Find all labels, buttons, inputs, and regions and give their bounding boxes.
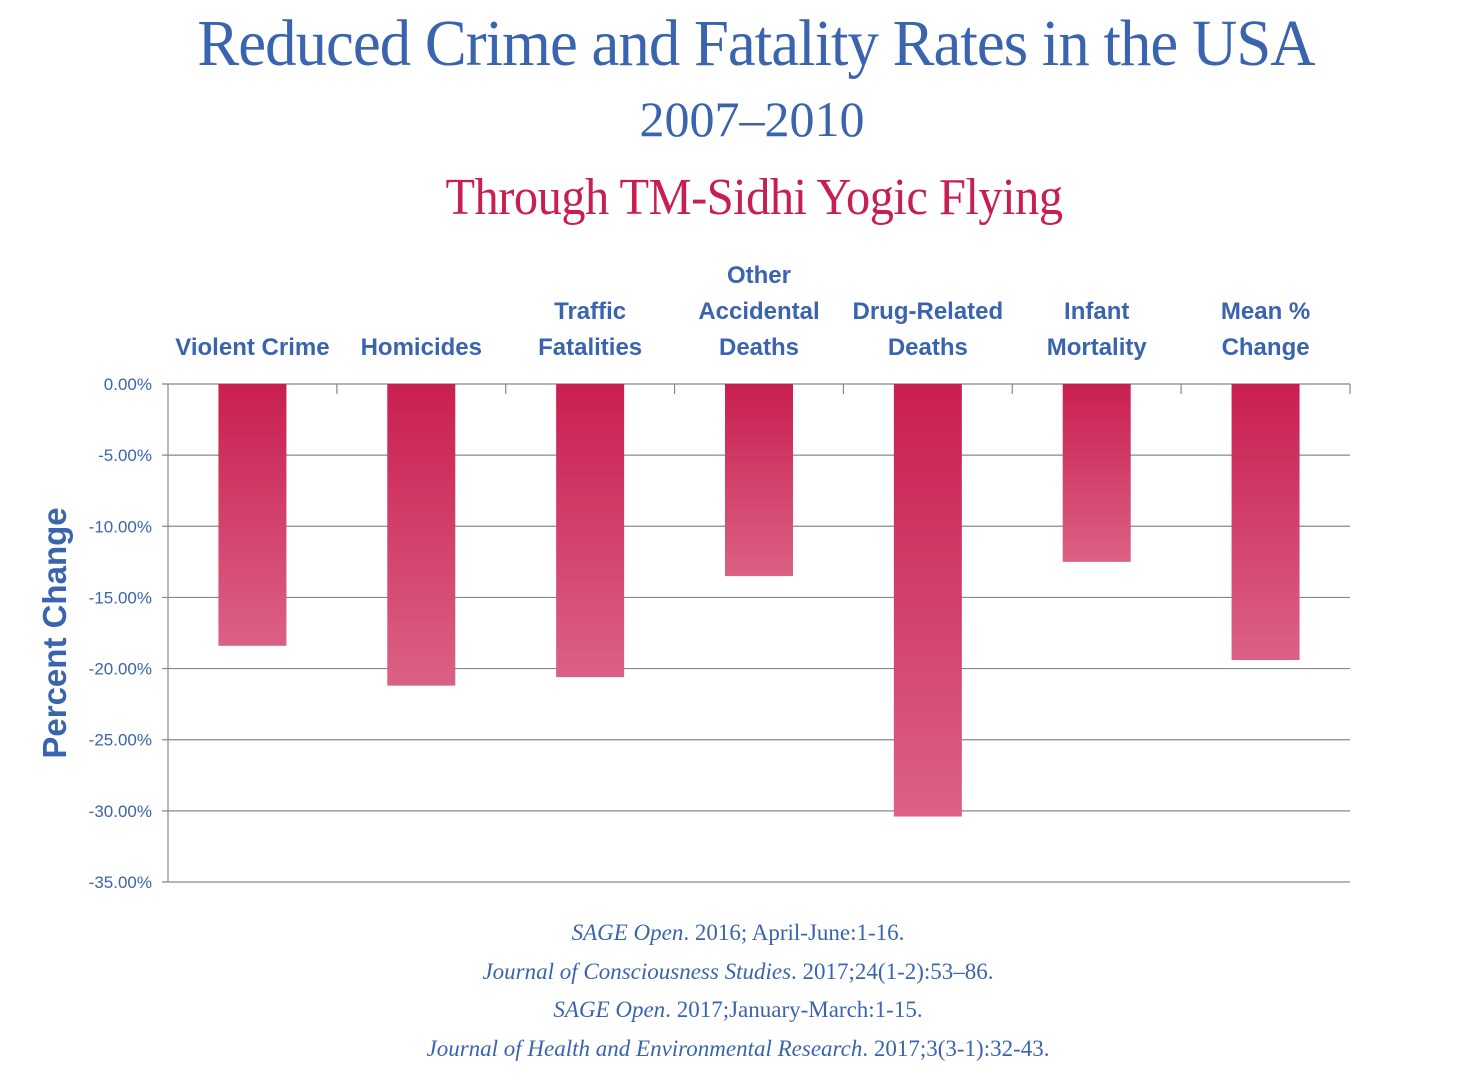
reference-journal: Journal of Consciousness Studies [482,958,792,984]
category-label: Other Accidental Deaths [698,262,819,361]
bar [1231,384,1300,661]
bar [725,384,793,577]
category-label-line: Fatalities [538,334,642,361]
gridlines [162,383,1350,883]
category-label-line: Mean % [1221,298,1310,325]
bar [1062,384,1131,562]
category-label-line: Accidental [698,298,819,325]
y-tick-label: -30.00% [89,802,152,821]
y-tick-label: -35.00% [89,873,152,892]
category-label: Drug-Related Deaths [853,298,1004,361]
reference-2: Journal of Consciousness Studies. 2017;2… [0,953,1476,992]
chart-subtitle: Through TM-Sidhi Yogic Flying [445,169,1063,226]
category-label-line: Deaths [888,334,968,361]
reference-details: . 2016; April-June:1-16. [683,920,905,945]
y-tick-label: -20.00% [89,660,152,679]
reference-1: SAGE Open. 2016; April-June:1-16. [0,914,1476,953]
bar [556,384,625,678]
category-label-line: Deaths [719,334,799,361]
references: SAGE Open. 2016; April-June:1-16. Journa… [0,914,1476,1068]
bars [218,384,1300,817]
category-label-line: Mortality [1047,334,1148,361]
category-label-line: Homicides [361,334,482,361]
y-tick-label: -25.00% [89,731,152,750]
reference-journal: SAGE Open [571,920,684,945]
y-tick-labels: 0.00% -5.00% -10.00% -15.00% -20.00% -25.00% -… [89,375,152,892]
category-label-line: Drug-Related [853,298,1004,325]
chart-years: 2007–2010 [639,91,865,147]
y-axis-label: Percent Change [36,507,73,758]
reference-journal: SAGE Open [553,997,666,1022]
bar [387,384,456,686]
bar [893,384,962,817]
reference-3: SAGE Open. 2017;January-March:1-15. [0,991,1476,1030]
category-label-line: Traffic [554,298,626,325]
category-label: Traffic Fatalities [538,298,642,361]
category-label: Violent Crime [175,334,329,361]
y-tick-label: 0.00% [104,375,152,394]
category-labels: Violent Crime Homicides Traffic Fatalities O… [175,262,1310,361]
category-label-line: Other [727,262,791,289]
reference-journal: Journal of Health and Environmental Rese… [426,1035,863,1061]
category-label-line: Change [1222,334,1310,361]
category-label: Mean % Change [1221,298,1310,361]
axes [167,384,1351,882]
reference-details: . 2017;3(3-1):32-43. [862,1035,1050,1061]
chart-title: Reduced Crime and Fatality Rates in the … [197,7,1315,80]
y-tick-label: -10.00% [89,517,152,536]
category-label-line: Violent Crime [175,334,329,361]
reference-details: . 2017;January-March:1-15. [665,997,923,1022]
category-label: Infant Mortality [1047,298,1148,361]
y-tick-label: -15.00% [89,588,152,607]
reference-4: Journal of Health and Environmental Rese… [0,1030,1476,1069]
bar [218,384,287,646]
reference-details: . 2017;24(1-2):53–86. [791,958,994,984]
y-tick-label: -5.00% [98,446,152,465]
category-label-line: Infant [1064,298,1129,325]
category-label: Homicides [361,334,482,361]
